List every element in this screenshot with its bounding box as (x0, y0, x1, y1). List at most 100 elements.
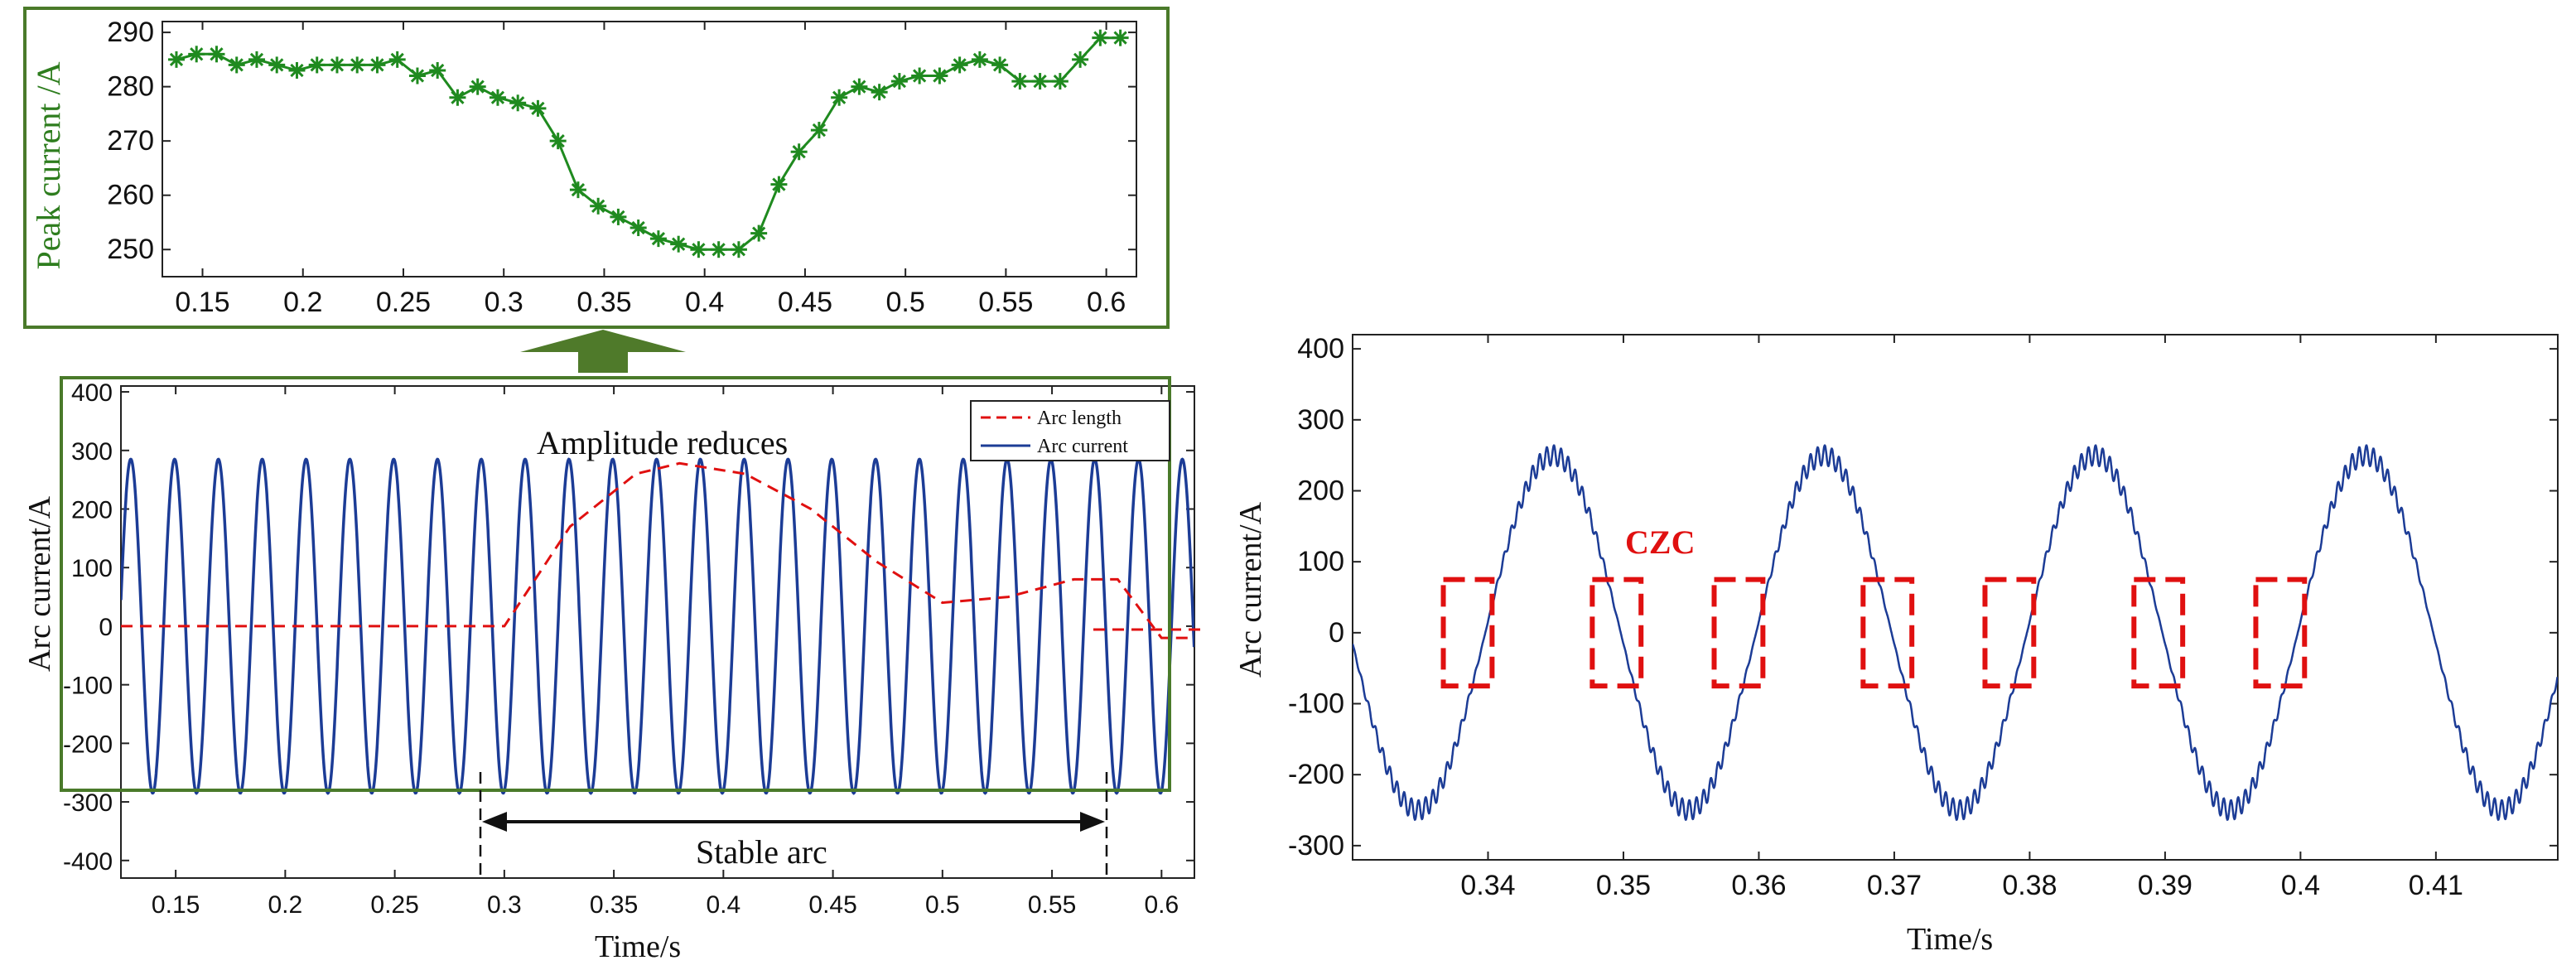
peak-marker (831, 89, 848, 106)
main-chart: 400 300 200 100 0 -100 -200 -300 -400 0.15 0.2 0.2… (22, 376, 1201, 964)
zoom-y-axis-title: Arc current/A (1233, 501, 1268, 678)
peak-marker (1011, 73, 1029, 90)
zoom-x-tick-label: 0.41 (2409, 870, 2463, 901)
peak-marker (369, 56, 386, 74)
peak-y-ticks: 250 260 270 280 290 (107, 17, 1136, 265)
peak-x-tick-label: 0.15 (175, 287, 229, 318)
peak-marker (991, 56, 1009, 74)
zoom-y-tick-label: -300 (1288, 830, 1344, 861)
zoom-y-ticks: 400 300 200 100 0 -100 -200 -300 (1288, 333, 2558, 861)
peak-marker (449, 89, 466, 106)
main-x-tick-label: 0.55 (1028, 891, 1076, 919)
czc-annotation: CZC (1625, 524, 1695, 561)
legend-arc-length-label: Arc length (1037, 408, 1122, 429)
zoom-x-axis-title: Time/s (1907, 922, 1993, 957)
zoom-x-ticks: 0.34 0.35 0.36 0.37 0.38 0.39 0.4 0.41 (1460, 335, 2463, 901)
peak-y-tick-label: 250 (107, 234, 154, 265)
peak-y-tick-label: 260 (107, 180, 154, 211)
czc-window-box (2131, 577, 2186, 689)
zoom-arc-current-line (1353, 444, 2558, 822)
peak-x-tick-label: 0.55 (978, 287, 1033, 318)
peak-y-tick-label: 270 (107, 125, 154, 157)
main-y-tick-label: -400 (63, 848, 113, 876)
peak-marker (750, 224, 768, 242)
peak-marker (349, 56, 366, 74)
main-y-axis-title: Arc current/A (22, 495, 57, 672)
peak-marker (810, 122, 827, 139)
zoom-plot-box (1352, 334, 2559, 861)
peak-marker (710, 241, 727, 258)
peak-marker (408, 67, 426, 84)
peak-marker (1092, 29, 1109, 46)
peak-marker (931, 67, 948, 84)
peak-series (167, 29, 1129, 258)
peak-marker (388, 51, 406, 68)
peak-marker (1112, 29, 1129, 46)
peak-x-tick-label: 0.25 (376, 287, 431, 318)
peak-y-axis-title: Peak current /A (30, 61, 67, 269)
peak-marker (690, 241, 707, 258)
peak-marker (951, 56, 968, 74)
main-y-tick-label: 300 (71, 438, 113, 466)
zoom-y-tick-label: 0 (1329, 617, 1344, 649)
peak-plot-box (162, 21, 1137, 277)
peak-marker (1051, 73, 1069, 90)
peak-marker (649, 230, 667, 248)
zoom-x-tick-label: 0.37 (1867, 870, 1922, 901)
czc-window-box (1589, 577, 1644, 689)
zoom-x-tick-label: 0.34 (1460, 870, 1515, 901)
peak-x-tick-label: 0.3 (485, 287, 523, 318)
peak-marker (509, 94, 527, 112)
peak-chart: 250 260 270 280 290 0.15 0.2 0.25 0.3 0.35 0.4 0.4… (23, 7, 1170, 329)
main-y-tick-label: -100 (63, 673, 113, 700)
main-legend: Arc length Arc current (970, 400, 1170, 461)
zoom-y-tick-label: 100 (1297, 546, 1344, 577)
peak-marker (529, 99, 547, 117)
czc-window-box (1711, 577, 1766, 689)
zoom-y-tick-label: 200 (1297, 475, 1344, 506)
main-y-tick-label: 400 (71, 379, 113, 407)
up-arrow (520, 330, 686, 373)
main-x-tick-label: 0.5 (925, 891, 960, 919)
stable-arc-label: Stable arc (696, 833, 827, 871)
peak-y-tick-label: 280 (107, 71, 154, 103)
peak-marker (549, 133, 567, 150)
main-y-tick-label: 200 (71, 497, 113, 524)
peak-marker (328, 56, 345, 74)
peak-x-tick-label: 0.6 (1087, 287, 1126, 318)
zoom-x-tick-label: 0.36 (1731, 870, 1786, 901)
zoom-y-tick-label: 400 (1297, 333, 1344, 364)
zoom-x-tick-label: 0.35 (1596, 870, 1651, 901)
peak-frame (23, 7, 1170, 329)
peak-x-tick-label: 0.35 (576, 287, 631, 318)
peak-marker (208, 46, 225, 63)
peak-y-tick-label: 290 (107, 17, 154, 48)
czc-window-box (2253, 577, 2308, 689)
peak-x-tick-label: 0.5 (886, 287, 925, 318)
main-arc-length-series (121, 461, 1194, 639)
main-x-tick-label: 0.25 (370, 891, 418, 919)
peak-marker (610, 208, 627, 225)
main-x-tick-label: 0.6 (1144, 891, 1179, 919)
peak-marker (630, 220, 647, 237)
peak-x-tick-label: 0.4 (685, 287, 724, 318)
peak-marker (429, 61, 446, 79)
main-x-axis-title: Time/s (595, 929, 681, 964)
amplitude-reduces-annotation: Amplitude reduces (537, 424, 788, 461)
peak-x-ticks: 0.15 0.2 0.25 0.3 0.35 0.4 0.45 0.5 0.55 0.6 (175, 22, 1126, 318)
peak-marker (308, 56, 326, 74)
main-y-tick-label: -300 (63, 789, 113, 817)
peak-x-tick-label: 0.45 (778, 287, 832, 318)
main-x-ticks: 0.15 0.2 0.25 0.3 0.35 0.4 0.45 0.5 0.55 0.6 (152, 386, 1179, 919)
peak-marker (871, 84, 888, 101)
peak-marker (1031, 73, 1049, 90)
peak-marker (469, 78, 486, 95)
legend-arc-current-label: Arc current (1037, 436, 1128, 457)
zoom-arc-current-series (1353, 444, 2558, 822)
main-arc-current-line (121, 457, 1194, 795)
zoom-x-tick-label: 0.4 (2281, 870, 2320, 901)
main-x-tick-label: 0.45 (808, 891, 856, 919)
up-arrow-shape (520, 330, 686, 373)
